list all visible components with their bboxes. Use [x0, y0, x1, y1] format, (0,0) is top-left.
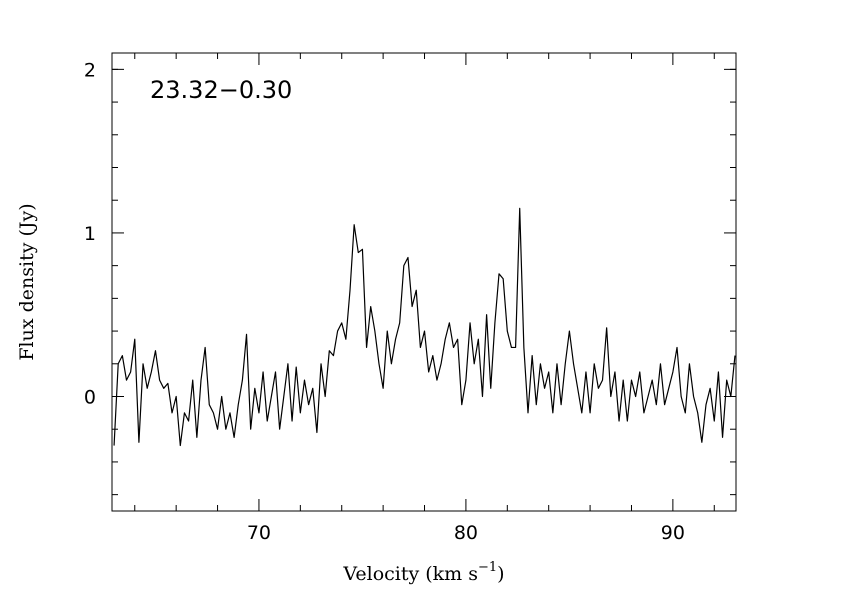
spectrum-line: [113, 207, 736, 447]
y-tick-label: 0: [84, 387, 96, 409]
x-tick-label: 70: [247, 522, 271, 544]
x-tick-label: 90: [661, 522, 685, 544]
x-tick-label: 80: [454, 522, 478, 544]
y-axis-label: Flux density (Jy): [16, 203, 38, 360]
x-label-end: ): [497, 563, 504, 585]
plot-frame: [111, 52, 737, 512]
x-label-exponent: −1: [478, 560, 497, 575]
y-tick-label: 2: [84, 59, 96, 81]
y-tick-label: 1: [84, 223, 96, 245]
x-label-text: Velocity (km s: [342, 563, 478, 585]
annotation: 23.32−0.30: [150, 76, 292, 104]
x-axis-label: Velocity (km s−1): [342, 560, 504, 585]
